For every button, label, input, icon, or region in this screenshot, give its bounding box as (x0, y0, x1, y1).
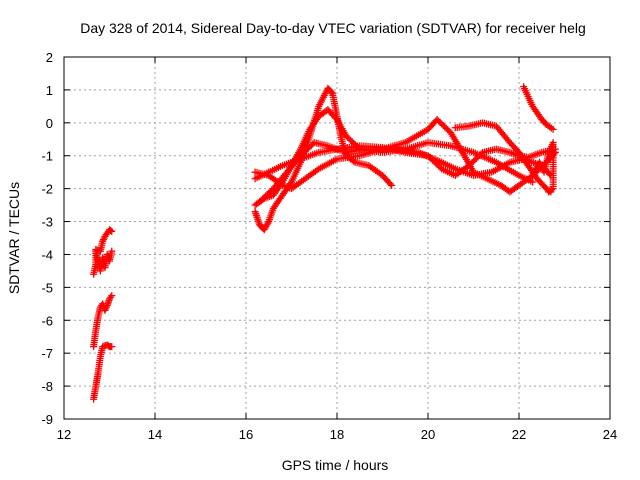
series-arc-5 (251, 142, 559, 183)
series-early-b (90, 292, 116, 351)
x-tick-label: 16 (239, 427, 253, 442)
x-tick-label: 20 (421, 427, 435, 442)
y-tick-label: -1 (41, 149, 53, 164)
data-point (107, 293, 115, 301)
series-arc-6 (451, 119, 555, 196)
data-point (546, 170, 554, 178)
series-early-d (92, 226, 116, 255)
y-tick-label: 2 (46, 50, 53, 65)
series-arc-2 (251, 106, 537, 209)
data-point (102, 303, 110, 311)
x-tick-label: 18 (330, 427, 344, 442)
data-point (99, 236, 107, 244)
data-point (108, 343, 116, 351)
y-tick-label: -6 (41, 313, 53, 328)
data-point (108, 247, 116, 255)
data-point (102, 305, 110, 313)
series-early-a (90, 341, 116, 403)
data-point (108, 292, 116, 300)
data-point (108, 227, 116, 235)
series-arc-1 (251, 84, 396, 234)
data-point (107, 227, 115, 235)
y-tick-label: -2 (41, 182, 53, 197)
y-tick-label: 1 (46, 83, 53, 98)
data-point (99, 237, 107, 245)
data-point (101, 306, 109, 314)
x-axis-label: GPS time / hours (282, 457, 389, 473)
data-point (545, 188, 553, 196)
x-tick-label: 14 (148, 427, 162, 442)
x-tick-label: 24 (603, 427, 617, 442)
data-point (327, 88, 335, 96)
y-axis-label: SDTVAR / TECUs (6, 182, 22, 294)
x-tick-label: 22 (512, 427, 526, 442)
series-early-c (90, 247, 116, 278)
data-point (529, 178, 537, 186)
data-point (286, 180, 294, 188)
y-tick-label: -5 (41, 280, 53, 295)
y-tick-label: -3 (41, 215, 53, 230)
y-tick-label: -8 (41, 379, 53, 394)
chart-title: Day 328 of 2014, Sidereal Day-to-day VTE… (80, 20, 586, 36)
x-tick-label: 12 (57, 427, 71, 442)
data-point (546, 187, 554, 195)
series-arc-7 (520, 83, 557, 133)
tick-layer (63, 56, 611, 420)
data-point (386, 180, 394, 188)
series-arc-8 (529, 139, 557, 196)
y-tick-label: -7 (41, 346, 53, 361)
y-tick-label: -9 (41, 412, 53, 427)
y-tick-label: -4 (41, 247, 53, 262)
data-point (549, 125, 557, 133)
grid-layer (64, 57, 610, 419)
marks-layer (90, 83, 559, 403)
data-point (388, 181, 396, 189)
data-point (264, 219, 272, 227)
y-tick-label: 0 (46, 116, 53, 131)
tick-label-layer: 12 14 16 18 20 22 24 2 1 0 -1 -2 -3 -4 -5 -6 -7 -8 -9 (41, 50, 617, 442)
